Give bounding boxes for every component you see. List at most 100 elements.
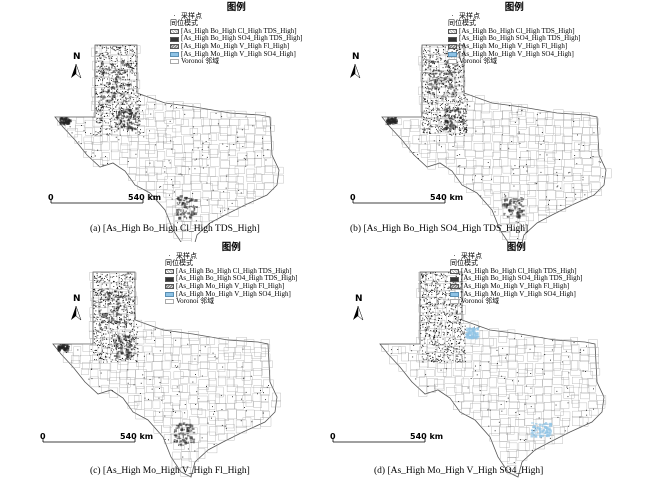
colocation-regions xyxy=(59,60,198,220)
empty-swatch-icon xyxy=(165,299,174,305)
legend-voronoi-label: Voronoi 邻域 xyxy=(176,297,215,306)
texas-map xyxy=(350,44,612,242)
scale-zero-label: 0 xyxy=(40,432,46,441)
legend: 图例 · 采样点 同位模式 [As_High Bo_High Cl_High T… xyxy=(448,2,580,66)
legend-item-label: [As_High Mo_High V_High Fl_High] xyxy=(181,41,290,50)
legend-item-label: [As_High Mo_High V_High Fl_High] xyxy=(176,281,285,290)
legend-voronoi-label: Voronoi 邻域 xyxy=(459,57,498,66)
legend-item-label: [As_High Mo_High V_High SO4_High] xyxy=(461,289,576,298)
legend-pattern-heading-label: 同位模式 xyxy=(170,19,198,28)
legend-voronoi-label: Voronoi 邻域 xyxy=(181,57,220,66)
legend-item-so4: [As_High Bo_High SO4_High TDS_High] xyxy=(450,275,582,283)
blue-swatch-icon xyxy=(448,51,457,57)
legend-item-so4h: [As_High Mo_High V_High SO4_High] xyxy=(170,49,302,59)
north-arrow-icon xyxy=(350,63,361,79)
legend-pattern-heading: 同位模式 xyxy=(450,260,582,268)
panel-caption: (c) [As_High Mo_High V_High Fl_High] xyxy=(90,466,250,476)
colocation-regions xyxy=(465,327,553,438)
legend-item-label: [As_High Bo_High Cl_High TDS_High] xyxy=(461,266,577,275)
legend-pattern-heading: 同位模式 xyxy=(448,20,580,28)
hatch-swatch-icon xyxy=(450,269,459,275)
map-panel-b: 图例 · 采样点 同位模式 [As_High Bo_High Cl_High T… xyxy=(330,0,660,242)
legend-item-label: [As_High Bo_High Cl_High TDS_High] xyxy=(459,26,575,35)
legend-item-so4: [As_High Bo_High SO4_High TDS_High] xyxy=(165,275,297,283)
map-panel-d: 图例 · 采样点 同位模式 [As_High Bo_High Cl_High T… xyxy=(330,242,660,484)
scale-distance-label: 540 km xyxy=(430,193,464,202)
legend-title: 图例 xyxy=(504,2,524,13)
north-label: N xyxy=(352,52,360,62)
legend-item-label: [As_High Bo_High Cl_High TDS_High] xyxy=(181,26,297,35)
legend-voronoi: Voronoi 邻域 xyxy=(170,58,302,66)
hatch-swatch-icon xyxy=(170,44,179,50)
sample-point-icon: · xyxy=(168,251,171,260)
legend: 图例 · 采样点 同位模式 [As_High Bo_High Cl_High T… xyxy=(165,243,297,306)
colocation-regions xyxy=(386,60,525,219)
legend-item-so4: [As_High Bo_High SO4_High TDS_High] xyxy=(448,35,580,43)
legend-sample-point-label: 采样点 xyxy=(181,11,202,20)
blue-swatch-icon xyxy=(170,51,179,57)
dark-swatch-icon xyxy=(448,36,457,42)
legend-title: 图例 xyxy=(226,2,246,13)
hatch-swatch-icon xyxy=(170,29,179,35)
legend-item-label: [As_High Bo_High Cl_High TDS_High] xyxy=(176,266,292,275)
legend-sample-point: · 采样点 xyxy=(170,11,302,21)
scale-bar xyxy=(42,439,136,443)
legend-item-fl: [As_High Mo_High V_High Fl_High] xyxy=(448,42,580,51)
legend-sample-point: · 采样点 xyxy=(165,251,297,261)
legend-item-so4h: [As_High Mo_High V_High SO4_High] xyxy=(165,289,297,299)
legend-voronoi: Voronoi 邻域 xyxy=(450,298,582,306)
county-boundaries xyxy=(57,45,284,242)
dark-swatch-icon xyxy=(165,276,174,282)
dark-swatch-icon xyxy=(450,276,459,282)
legend-voronoi: Voronoi 邻域 xyxy=(165,298,297,306)
sample-point-icon: · xyxy=(451,11,454,20)
legend-item-label: [As_High Mo_High V_High Fl_High] xyxy=(461,281,570,290)
panel-caption: (a) [As_High Bo_High Cl_High TDS_High] xyxy=(90,224,260,234)
panel-caption: (d) [As_High Mo_High V_High SO4_High] xyxy=(374,466,544,476)
legend-sample-point-label: 采样点 xyxy=(176,251,197,260)
legend-item-label: [As_High Mo_High V_High SO4_High] xyxy=(181,49,296,58)
legend-pattern-heading-label: 同位模式 xyxy=(450,259,478,268)
empty-swatch-icon xyxy=(448,59,457,65)
sample-points xyxy=(390,272,594,470)
scale-zero-label: 0 xyxy=(330,432,336,441)
hatch-swatch-icon xyxy=(448,44,457,50)
legend-sample-point: · 采样点 xyxy=(450,251,582,261)
legend-pattern-heading-label: 同位模式 xyxy=(448,19,476,28)
texas-map xyxy=(42,271,281,478)
legend-item-so4h: [As_High Mo_High V_High SO4_High] xyxy=(450,289,582,299)
legend-item-cl: [As_High Bo_High Cl_High TDS_High] xyxy=(448,26,580,36)
scale-bar xyxy=(332,439,426,443)
legend-item-label: [As_High Bo_High SO4_High TDS_High] xyxy=(176,274,298,283)
legend-sample-point-label: 采样点 xyxy=(461,251,482,260)
scale-distance-label: 540 km xyxy=(128,193,162,202)
legend-item-label: [As_High Mo_High V_High SO4_High] xyxy=(459,49,574,58)
texas-map xyxy=(50,44,284,242)
texas-map xyxy=(332,271,607,478)
north-label: N xyxy=(73,52,81,62)
scale-zero-label: 0 xyxy=(48,193,54,202)
texas-outline xyxy=(379,271,605,478)
legend-voronoi: Voronoi 邻域 xyxy=(448,58,580,66)
legend-item-fl: [As_High Mo_High V_High Fl_High] xyxy=(450,281,582,291)
legend-title: 图例 xyxy=(506,242,526,253)
legend-item-label: [As_High Bo_High SO4_High TDS_High] xyxy=(181,34,303,43)
panel-caption: (b) [As_High Bo_High SO4_High TDS_High] xyxy=(350,224,529,234)
map-panel-c: 图例 · 采样点 同位模式 [As_High Bo_High Cl_High T… xyxy=(0,242,330,484)
north-arrow-icon xyxy=(353,305,364,321)
legend-voronoi-label: Voronoi 邻域 xyxy=(461,297,500,306)
legend: 图例 · 采样点 同位模式 [As_High Bo_High Cl_High T… xyxy=(450,242,582,306)
north-label: N xyxy=(73,294,81,304)
legend-item-label: [As_High Bo_High SO4_High TDS_High] xyxy=(461,274,583,283)
legend-item-cl: [As_High Bo_High Cl_High TDS_High] xyxy=(170,26,302,36)
county-boundaries xyxy=(385,46,612,242)
empty-swatch-icon xyxy=(450,299,459,305)
legend-item-cl: [As_High Bo_High Cl_High TDS_High] xyxy=(165,266,297,276)
legend-item-label: [As_High Mo_High V_High SO4_High] xyxy=(176,289,291,298)
map-panel-a: 图例 · 采样点 同位模式 [As_High Bo_High Cl_High T… xyxy=(0,0,330,242)
legend-sample-point-label: 采样点 xyxy=(459,11,480,20)
dark-swatch-icon xyxy=(170,36,179,42)
hatch-swatch-icon xyxy=(450,284,459,290)
legend-item-cl: [As_High Bo_High Cl_High TDS_High] xyxy=(450,266,582,276)
legend-pattern-heading: 同位模式 xyxy=(165,260,297,268)
